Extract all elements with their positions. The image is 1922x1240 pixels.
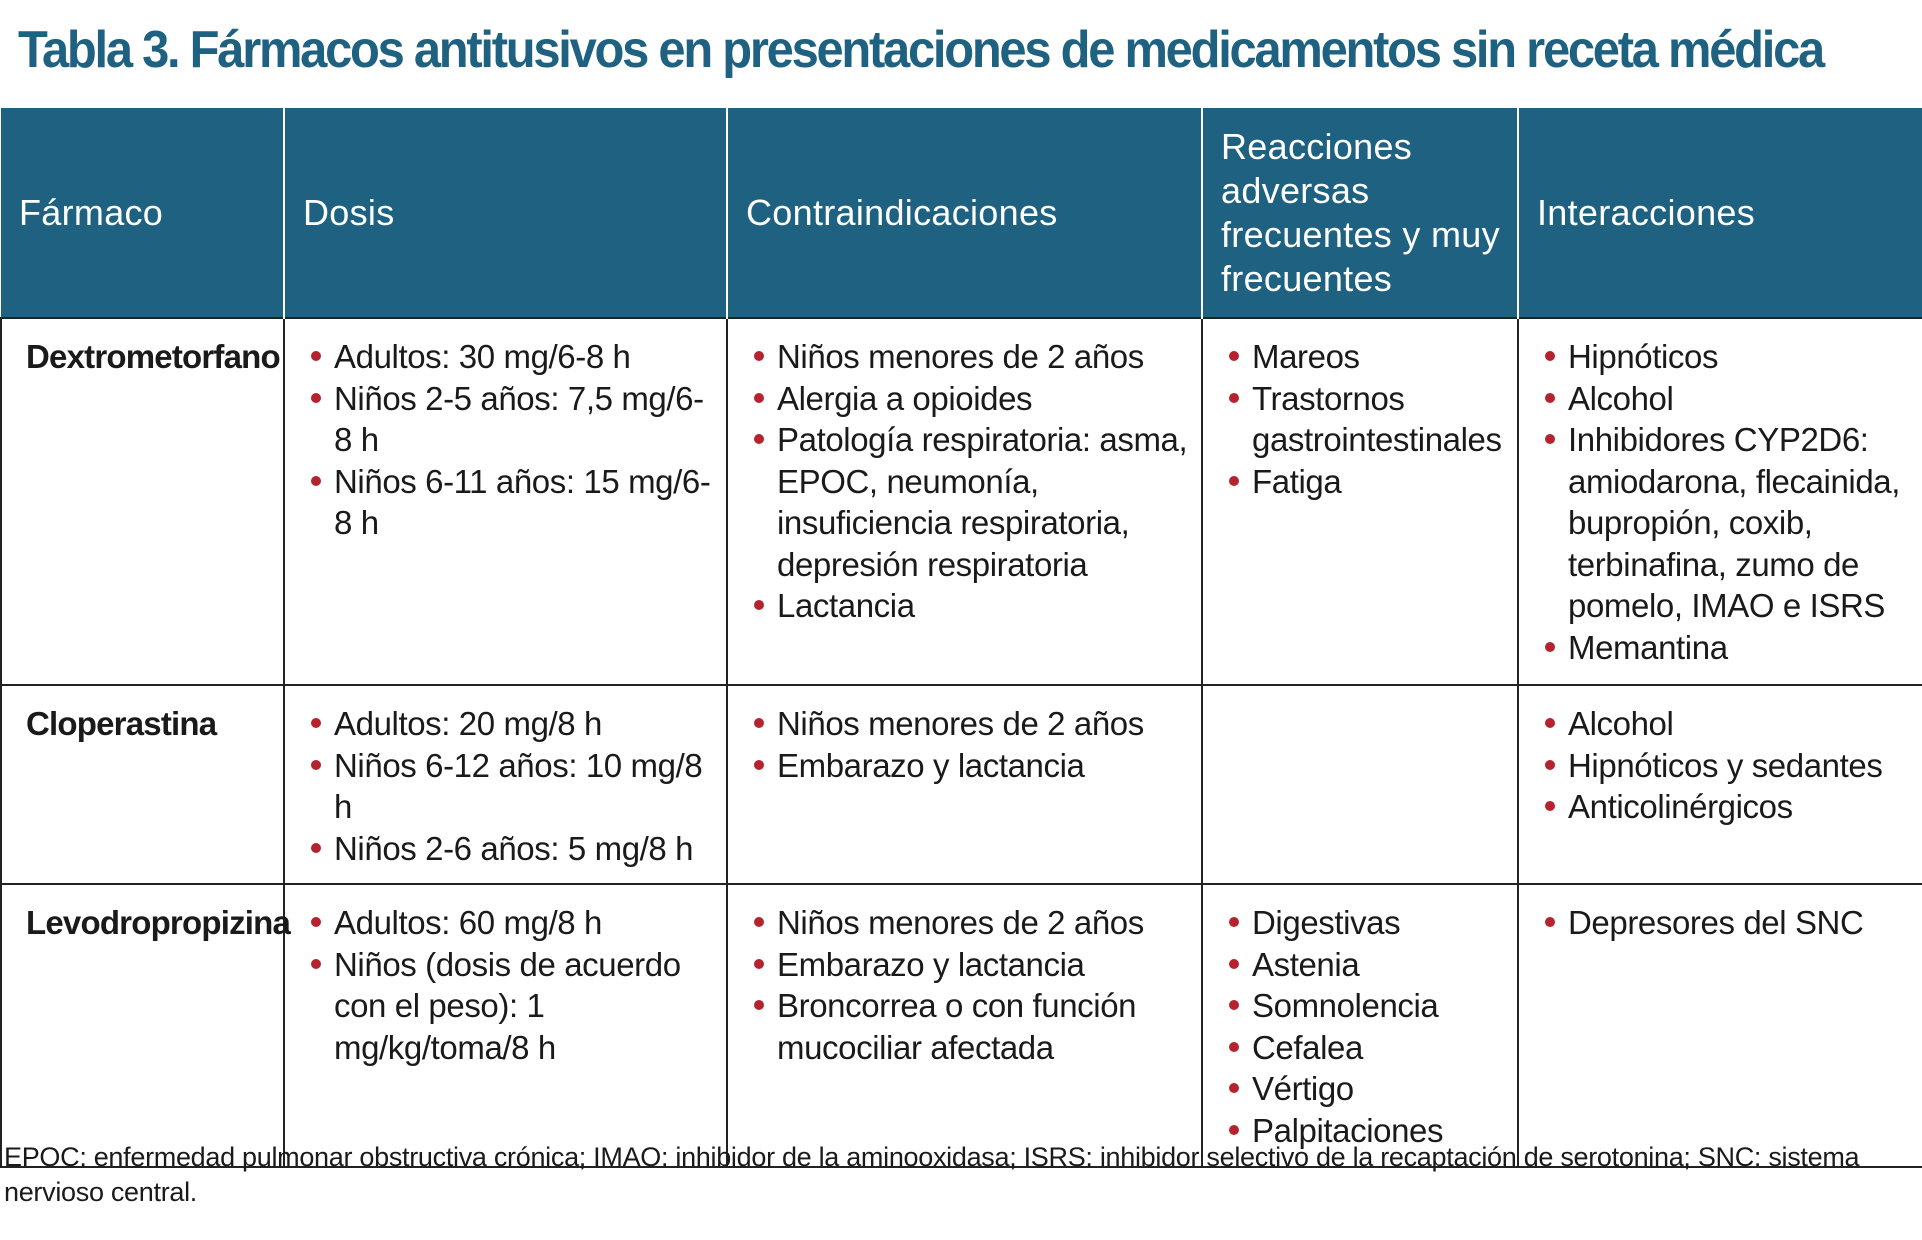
- header-interacciones: Interacciones: [1517, 108, 1922, 318]
- reacciones-list: Mareos Trastornos gastrointestinales Fat…: [1225, 336, 1507, 502]
- table-row: Dextrometorfano Adultos: 30 mg/6-8 h Niñ…: [0, 317, 1922, 686]
- dosis-list: Adultos: 60 mg/8 h Niños (dosis de acuer…: [307, 902, 716, 1068]
- dosis-cell: Adultos: 20 mg/8 h Niños 6-12 años: 10 m…: [283, 684, 728, 885]
- list-item: Somnolencia: [1225, 985, 1507, 1027]
- list-item: Digestivas: [1225, 902, 1507, 944]
- list-item: Broncorrea o con función mucociliar afec…: [750, 985, 1191, 1068]
- list-item: Niños 2-5 años: 7,5 mg/6-8 h: [307, 378, 716, 461]
- contraindicaciones-list: Niños menores de 2 años Embarazo y lacta…: [750, 703, 1191, 786]
- list-item: Hipnóticos y sedantes: [1541, 745, 1912, 787]
- contraindicaciones-cell: Niños menores de 2 años Embarazo y lacta…: [726, 883, 1203, 1168]
- list-item: Mareos: [1225, 336, 1507, 378]
- contraindicaciones-cell: Niños menores de 2 años Alergia a opioid…: [726, 317, 1203, 686]
- table-row: Cloperastina Adultos: 20 mg/8 h Niños 6-…: [0, 684, 1922, 885]
- list-item: Hipnóticos: [1541, 336, 1912, 378]
- list-item: Adultos: 60 mg/8 h: [307, 902, 716, 944]
- table-title: Tabla 3. Fármacos antitusivos en present…: [18, 21, 1825, 79]
- list-item: Niños (dosis de acuerdo con el peso): 1 …: [307, 944, 716, 1069]
- interacciones-list: Hipnóticos Alcohol Inhibidores CYP2D6: a…: [1541, 336, 1912, 668]
- contraindicaciones-list: Niños menores de 2 años Alergia a opioid…: [750, 336, 1191, 627]
- list-item: Niños menores de 2 años: [750, 902, 1191, 944]
- reacciones-cell: [1201, 684, 1519, 885]
- interacciones-cell: Depresores del SNC: [1517, 883, 1922, 1168]
- interacciones-list: Alcohol Hipnóticos y sedantes Anticoliné…: [1541, 703, 1912, 828]
- reacciones-cell: Mareos Trastornos gastrointestinales Fat…: [1201, 317, 1519, 686]
- table-row: Levodropropizina Adultos: 60 mg/8 h Niño…: [0, 883, 1922, 1168]
- list-item: Memantina: [1541, 627, 1912, 669]
- list-item: Niños 6-11 años: 15 mg/6-8 h: [307, 461, 716, 544]
- contraindicaciones-list: Niños menores de 2 años Embarazo y lacta…: [750, 902, 1191, 1068]
- list-item: Lactancia: [750, 585, 1191, 627]
- list-item: Adultos: 30 mg/6-8 h: [307, 336, 716, 378]
- contraindicaciones-cell: Niños menores de 2 años Embarazo y lacta…: [726, 684, 1203, 885]
- reacciones-list: Digestivas Astenia Somnolencia Cefalea V…: [1225, 902, 1507, 1151]
- list-item: Astenia: [1225, 944, 1507, 986]
- header-row: Fármaco Dosis Contraindicaciones Reaccio…: [1, 108, 1922, 318]
- header-farmaco: Fármaco: [1, 108, 284, 318]
- list-item: Niños menores de 2 años: [750, 336, 1191, 378]
- list-item: Niños 6-12 años: 10 mg/8 h: [307, 745, 716, 828]
- interacciones-cell: Hipnóticos Alcohol Inhibidores CYP2D6: a…: [1517, 317, 1922, 686]
- drug-name-cell: Dextrometorfano: [0, 317, 285, 686]
- interacciones-list: Depresores del SNC: [1541, 902, 1912, 944]
- header-dosis: Dosis: [283, 108, 727, 318]
- header-contraindicaciones: Contraindicaciones: [726, 108, 1202, 318]
- dosis-list: Adultos: 20 mg/8 h Niños 6-12 años: 10 m…: [307, 703, 716, 869]
- list-item: Alcohol: [1541, 378, 1912, 420]
- list-item: Embarazo y lactancia: [750, 745, 1191, 787]
- reacciones-cell: Digestivas Astenia Somnolencia Cefalea V…: [1201, 883, 1519, 1168]
- list-item: Vértigo: [1225, 1068, 1507, 1110]
- list-item: Niños 2-6 años: 5 mg/8 h: [307, 828, 716, 870]
- drug-name-cell: Cloperastina: [0, 684, 285, 885]
- list-item: Cefalea: [1225, 1027, 1507, 1069]
- list-item: Inhibidores CYP2D6: amiodarona, flecaini…: [1541, 419, 1912, 627]
- interacciones-cell: Alcohol Hipnóticos y sedantes Anticoliné…: [1517, 684, 1922, 885]
- drug-name-cell: Levodropropizina: [0, 883, 291, 1168]
- dosis-cell: Adultos: 60 mg/8 h Niños (dosis de acuer…: [283, 883, 728, 1168]
- list-item: Alcohol: [1541, 703, 1912, 745]
- header-reacciones: Reacciones adversas frecuentes y muy fre…: [1201, 108, 1518, 318]
- list-item: Trastornos gastrointestinales: [1225, 378, 1507, 461]
- list-item: Niños menores de 2 años: [750, 703, 1191, 745]
- footnote: EPOC: enfermedad pulmonar obstructiva cr…: [4, 1142, 1860, 1207]
- list-item: Adultos: 20 mg/8 h: [307, 703, 716, 745]
- list-item: Fatiga: [1225, 461, 1507, 503]
- list-item: Embarazo y lactancia: [750, 944, 1191, 986]
- list-item: Depresores del SNC: [1541, 902, 1912, 944]
- list-item: Patología respiratoria: asma, EPOC, neum…: [750, 419, 1191, 585]
- drug-table: Fármaco Dosis Contraindicaciones Reaccio…: [0, 108, 1922, 1168]
- list-item: Alergia a opioides: [750, 378, 1191, 420]
- list-item: Anticolinérgicos: [1541, 786, 1912, 828]
- dosis-list: Adultos: 30 mg/6-8 h Niños 2-5 años: 7,5…: [307, 336, 716, 544]
- list-item: Palpitaciones: [1225, 1110, 1507, 1152]
- dosis-cell: Adultos: 30 mg/6-8 h Niños 2-5 años: 7,5…: [283, 317, 728, 686]
